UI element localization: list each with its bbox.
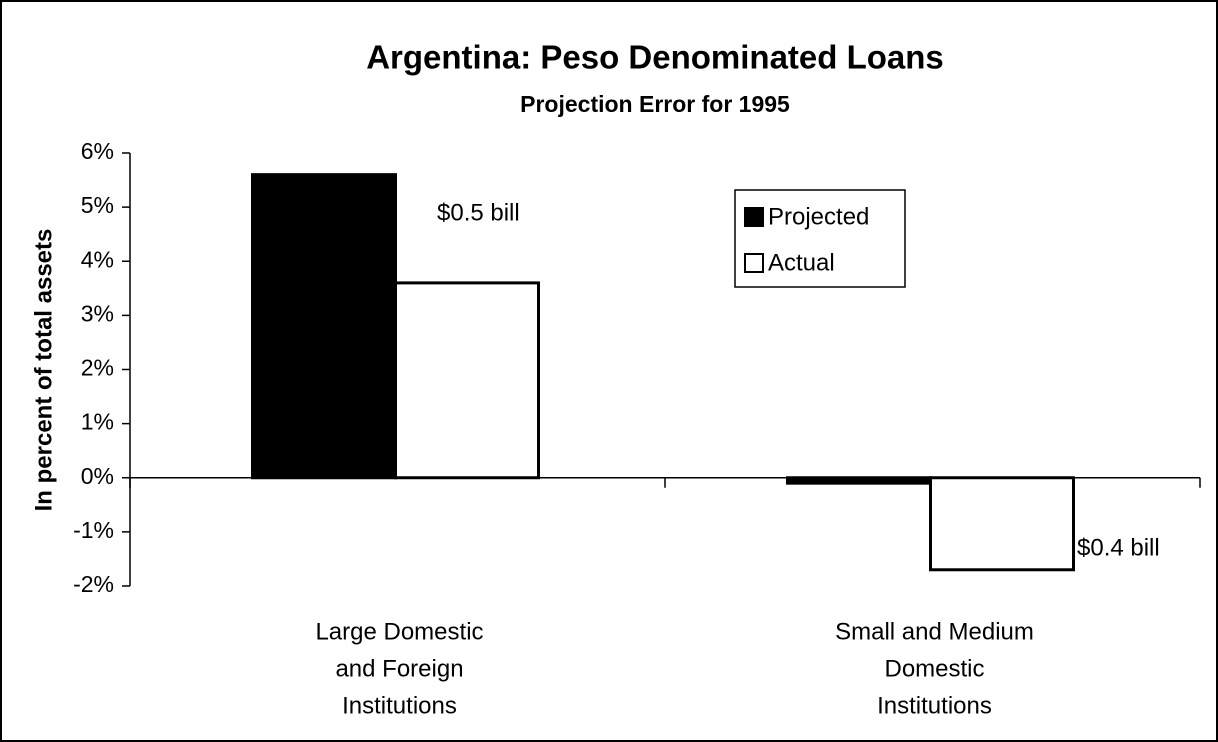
y-tick-label: 0%: [81, 463, 114, 489]
x-tick-label: Small and Medium: [835, 618, 1034, 645]
bar: [929, 476, 1075, 572]
y-axis-label: In percent of total assets: [30, 229, 57, 512]
x-tick-label: Institutions: [877, 692, 992, 719]
bar: [394, 281, 540, 480]
bar: [786, 476, 932, 485]
y-tick-label: 2%: [81, 355, 114, 381]
y-tick-label: 6%: [81, 138, 114, 164]
annotation: $0.5 bill: [437, 199, 520, 226]
y-tick-label: 3%: [81, 300, 114, 326]
y-tick-label: 5%: [81, 192, 114, 218]
x-tick-label: Large Domestic: [315, 618, 483, 645]
y-tick-label: 4%: [81, 246, 114, 272]
legend-label: Actual: [768, 249, 835, 276]
legend-swatch: [744, 253, 764, 273]
y-tick-label: -1%: [73, 517, 114, 543]
chart-title: Argentina: Peso Denominated Loans: [366, 39, 944, 76]
x-tick-label: Institutions: [342, 692, 457, 719]
legend-label: Projected: [768, 203, 869, 230]
chart-subtitle: Projection Error for 1995: [520, 91, 790, 117]
x-tick-label: Domestic: [884, 655, 984, 682]
y-tick-label: 1%: [81, 409, 114, 435]
x-tick-label: and Foreign: [335, 655, 463, 682]
annotation: $0.4 bill: [1077, 534, 1160, 561]
bar: [251, 173, 397, 480]
y-tick-label: -2%: [73, 571, 114, 597]
legend-swatch: [744, 207, 764, 227]
